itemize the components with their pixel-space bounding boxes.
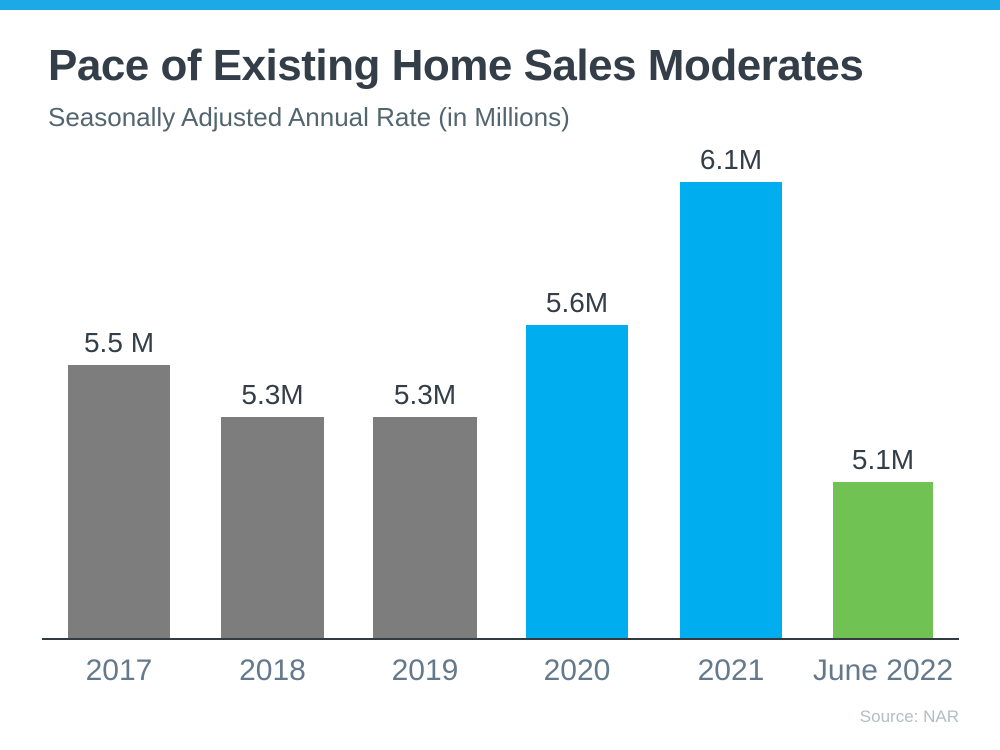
value-label-2020: 5.6M bbox=[545, 287, 609, 318]
bar-june-2022 bbox=[833, 482, 933, 639]
x-axis-line bbox=[42, 638, 959, 640]
top-accent-bar bbox=[0, 0, 1000, 10]
bar-2019 bbox=[373, 417, 477, 639]
page-subtitle: Seasonally Adjusted Annual Rate (in Mill… bbox=[48, 102, 570, 132]
value-label-june-2022: 5.1M bbox=[851, 444, 915, 475]
value-label-2018: 5.3M bbox=[241, 379, 304, 410]
x-tick-label-2017: 2017 bbox=[85, 654, 153, 687]
x-tick-label-2018: 2018 bbox=[239, 654, 306, 687]
bar-2017 bbox=[68, 365, 170, 639]
x-tick-label-june-2022: June 2022 bbox=[812, 654, 954, 687]
value-label-2017: 5.5 M bbox=[83, 327, 155, 358]
x-tick-label-2020: 2020 bbox=[543, 654, 611, 687]
source-note: Source: NAR bbox=[859, 707, 959, 726]
bar-2018 bbox=[221, 417, 324, 639]
page-title: Pace of Existing Home Sales Moderates bbox=[48, 41, 864, 90]
x-tick-label-2021: 2021 bbox=[697, 654, 765, 687]
value-label-2019: 5.3M bbox=[393, 379, 457, 410]
bar-2021 bbox=[680, 182, 782, 639]
bar-2020 bbox=[526, 325, 628, 639]
x-tick-label-2019: 2019 bbox=[391, 654, 459, 687]
value-label-2021: 6.1M bbox=[699, 144, 763, 175]
